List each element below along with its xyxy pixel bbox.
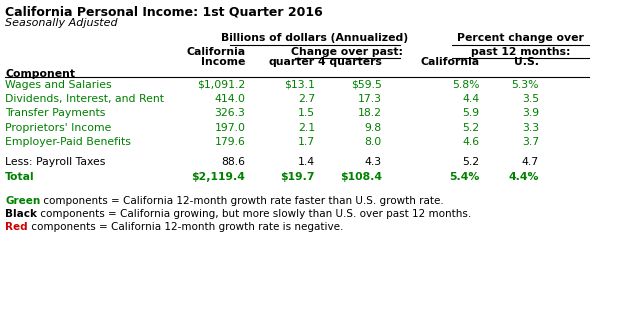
Text: $2,119.4: $2,119.4 (191, 172, 245, 182)
Text: 88.6: 88.6 (221, 157, 245, 168)
Text: Wages and Salaries: Wages and Salaries (6, 80, 112, 90)
Text: 2.1: 2.1 (298, 123, 315, 133)
Text: 9.8: 9.8 (365, 123, 382, 133)
Text: 3.5: 3.5 (522, 94, 539, 104)
Text: $59.5: $59.5 (351, 80, 382, 90)
Text: 1.4: 1.4 (298, 157, 315, 168)
Text: 3.3: 3.3 (522, 123, 539, 133)
Text: components = California 12-month growth rate faster than U.S. growth rate.: components = California 12-month growth … (40, 196, 444, 206)
Text: 326.3: 326.3 (215, 109, 245, 118)
Text: 4.6: 4.6 (462, 137, 480, 147)
Text: 3.7: 3.7 (522, 137, 539, 147)
Text: $108.4: $108.4 (339, 172, 382, 182)
Text: 197.0: 197.0 (215, 123, 245, 133)
Text: 4.4: 4.4 (462, 94, 480, 104)
Text: 4.4%: 4.4% (509, 172, 539, 182)
Text: Red: Red (6, 222, 28, 232)
Text: Proprietors' Income: Proprietors' Income (6, 123, 112, 133)
Text: $13.1: $13.1 (284, 80, 315, 90)
Text: 179.6: 179.6 (215, 137, 245, 147)
Text: 17.3: 17.3 (358, 94, 382, 104)
Text: Seasonally Adjusted: Seasonally Adjusted (6, 18, 118, 28)
Text: 5.4%: 5.4% (449, 172, 480, 182)
Text: 4 quarters: 4 quarters (318, 57, 382, 67)
Text: 5.2: 5.2 (462, 157, 480, 168)
Text: California Personal Income: 1st Quarter 2016: California Personal Income: 1st Quarter … (6, 5, 323, 18)
Text: $1,091.2: $1,091.2 (197, 80, 245, 90)
Text: Black: Black (6, 209, 37, 219)
Text: 1.7: 1.7 (298, 137, 315, 147)
Text: Billions of dollars (Annualized): Billions of dollars (Annualized) (221, 33, 408, 43)
Text: Component: Component (6, 69, 75, 79)
Text: Green: Green (6, 196, 40, 206)
Text: Change over past:: Change over past: (292, 47, 403, 57)
Text: past 12 months:: past 12 months: (471, 47, 570, 57)
Text: Transfer Payments: Transfer Payments (6, 109, 106, 118)
Text: 5.3%: 5.3% (512, 80, 539, 90)
Text: components = California 12-month growth rate is negative.: components = California 12-month growth … (28, 222, 343, 232)
Text: 4.7: 4.7 (522, 157, 539, 168)
Text: 18.2: 18.2 (358, 109, 382, 118)
Text: Less: Payroll Taxes: Less: Payroll Taxes (6, 157, 106, 168)
Text: $19.7: $19.7 (281, 172, 315, 182)
Text: 5.8%: 5.8% (452, 80, 480, 90)
Text: 4.3: 4.3 (365, 157, 382, 168)
Text: California: California (186, 47, 245, 57)
Text: components = California growing, but more slowly than U.S. over past 12 months.: components = California growing, but mor… (37, 209, 471, 219)
Text: Income: Income (201, 57, 245, 67)
Text: 3.9: 3.9 (522, 109, 539, 118)
Text: quarter: quarter (269, 57, 315, 67)
Text: 5.2: 5.2 (462, 123, 480, 133)
Text: Percent change over: Percent change over (457, 33, 584, 43)
Text: California: California (420, 57, 480, 67)
Text: 414.0: 414.0 (215, 94, 245, 104)
Text: Total: Total (6, 172, 35, 182)
Text: Employer-Paid Benefits: Employer-Paid Benefits (6, 137, 131, 147)
Text: 1.5: 1.5 (298, 109, 315, 118)
Text: 5.9: 5.9 (462, 109, 480, 118)
Text: 2.7: 2.7 (298, 94, 315, 104)
Text: U.S.: U.S. (514, 57, 539, 67)
Text: 8.0: 8.0 (365, 137, 382, 147)
Text: Dividends, Interest, and Rent: Dividends, Interest, and Rent (6, 94, 164, 104)
